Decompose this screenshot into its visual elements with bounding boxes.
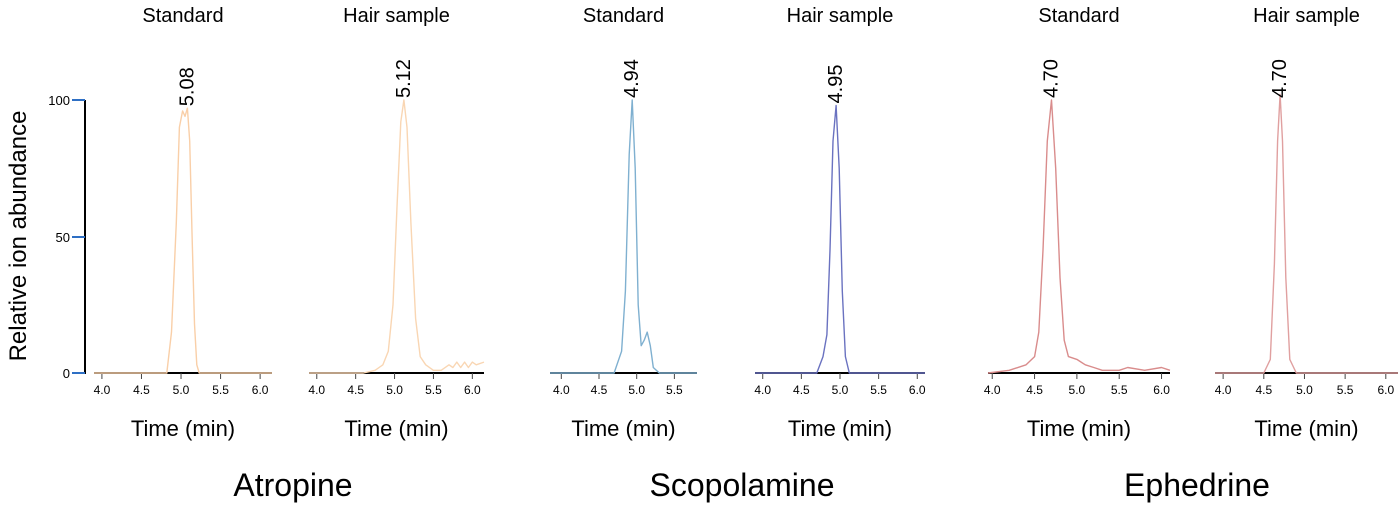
panel-5: 4.0 4.5 5.0 5.5 6.0 4.70 Standard Time (min) [984, 5, 1171, 441]
peak-label: 4.70 [1040, 59, 1062, 98]
x-tick-label: 4.5 [133, 383, 150, 397]
x-tick-label: 4.0 [94, 383, 111, 397]
x-tick-label: 5.0 [1296, 383, 1313, 397]
x-axis-label: Time (min) [788, 416, 892, 441]
panel-title: Hair sample [1253, 5, 1360, 27]
x-tick-label: 4.0 [1215, 383, 1232, 397]
x-tick-label: 4.0 [754, 383, 771, 397]
peak-label: 4.95 [825, 65, 847, 104]
chromatogram-trace [94, 107, 272, 374]
panel-title: Standard [583, 5, 664, 27]
x-axis-label: Time (min) [1027, 416, 1131, 441]
peak-label: 4.94 [621, 59, 643, 98]
x-tick-label: 4.5 [1255, 383, 1272, 397]
peak-label: 5.12 [393, 59, 415, 98]
x-tick-label: 5.0 [386, 383, 403, 397]
peak-label: 5.08 [176, 67, 198, 106]
x-axis-label: Time (min) [571, 416, 675, 441]
x-tick-label: 6.0 [252, 383, 269, 397]
panel-4: 4.0 4.5 5.0 5.5 6.0 4.95 Hair sample Time (min) [754, 5, 926, 441]
y-tick-label-0: 0 [63, 366, 70, 381]
chromatogram-trace [550, 99, 697, 374]
y-tick-label-100: 100 [48, 93, 70, 108]
panel-6: 4.0 4.5 5.0 5.5 6.0 4.70 Hair sample Time (min) [1215, 5, 1398, 441]
x-tick-label: 5.0 [1069, 383, 1086, 397]
x-tick-label: 4.0 [553, 383, 570, 397]
panel-title: Hair sample [343, 5, 450, 27]
x-axis-label: Time (min) [1254, 416, 1358, 441]
x-tick-label: 5.5 [870, 383, 887, 397]
x-tick-label: 4.5 [591, 383, 608, 397]
panel-title: Standard [142, 5, 223, 27]
chromatogram-trace [1215, 93, 1398, 374]
x-tick-label: 5.0 [628, 383, 645, 397]
panel-title: Standard [1038, 5, 1119, 27]
compound-label-scopolamine: Scopolamine [650, 467, 835, 503]
x-tick-label: 5.0 [832, 383, 849, 397]
chromatogram-trace [987, 99, 1171, 374]
panel-3: 4.0 4.5 5.0 5.5 4.94 Standard Time (min) [550, 5, 697, 441]
x-tick-label: 4.5 [347, 383, 364, 397]
compound-label-atropine: Atropine [233, 467, 352, 503]
x-tick-label: 5.5 [1337, 383, 1354, 397]
x-tick-label: 6.0 [464, 383, 481, 397]
compound-label-ephedrine: Ephedrine [1124, 467, 1270, 503]
x-tick-label: 6.0 [1153, 383, 1170, 397]
x-tick-label: 4.5 [793, 383, 810, 397]
x-tick-label: 5.5 [425, 383, 442, 397]
panel-title: Hair sample [787, 5, 894, 27]
panel-1: 4.0 4.5 5.0 5.5 6.0 5.08 Standard Time (min) [94, 5, 272, 441]
panel-2: 4.0 4.5 5.0 5.5 6.0 5.12 Hair sample Time (min) [308, 5, 485, 441]
y-axis-label: Relative ion abundance [5, 111, 32, 362]
x-tick-label: 4.5 [1026, 383, 1043, 397]
y-tick-label-50: 50 [56, 230, 70, 245]
x-tick-label: 5.0 [173, 383, 190, 397]
x-axis-label: Time (min) [344, 416, 448, 441]
x-axis-label: Time (min) [131, 416, 235, 441]
x-tick-label: 6.0 [1377, 383, 1394, 397]
peak-label: 4.70 [1269, 59, 1291, 98]
x-tick-label: 4.0 [308, 383, 325, 397]
chromatogram-trace [309, 99, 485, 374]
x-tick-label: 5.5 [212, 383, 229, 397]
x-tick-label: 4.0 [984, 383, 1001, 397]
x-tick-label: 5.5 [666, 383, 683, 397]
x-tick-label: 5.5 [1111, 383, 1128, 397]
x-tick-label: 6.0 [909, 383, 926, 397]
chromatogram-trace [755, 104, 925, 374]
